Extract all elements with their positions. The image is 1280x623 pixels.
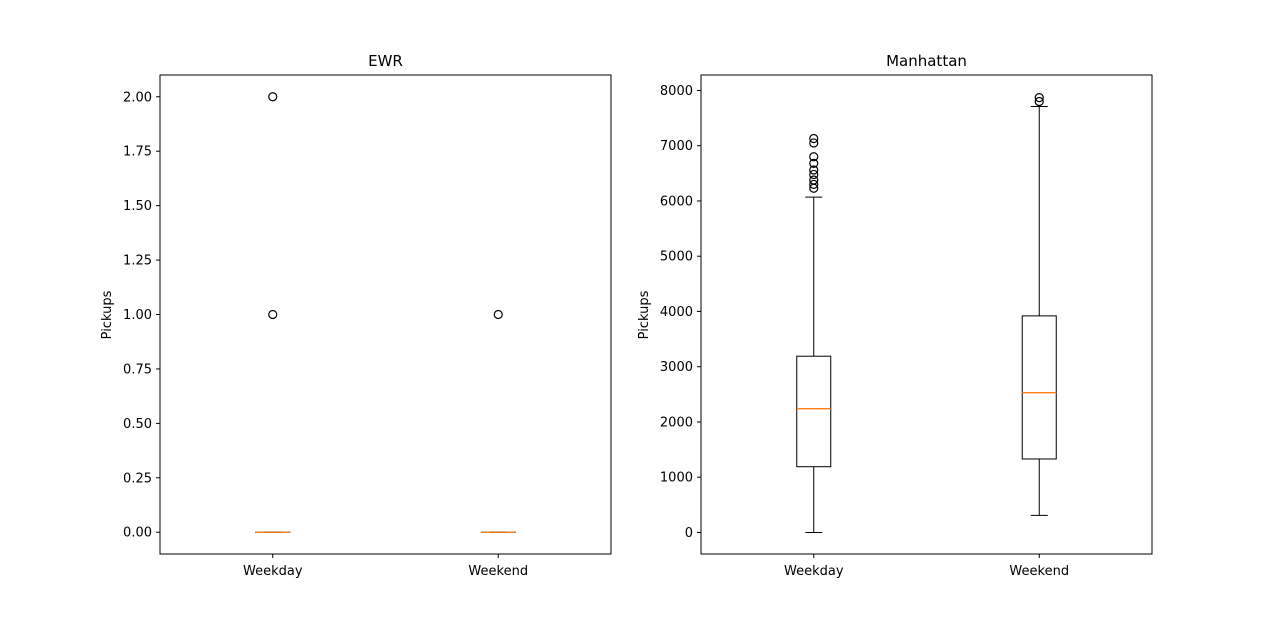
ewr-y-tick-label: 0.50 [123,417,152,432]
ewr-x-tick-label: Weekday [243,564,303,579]
manhattan-x-tick-label: Weekend [1009,564,1069,579]
ewr-y-tick-label: 0.00 [123,526,152,541]
ewr-marks [255,92,516,533]
manhattan-y-axis-label: Pickups [637,290,652,339]
manhattan-y-tick-label: 3000 [660,360,693,375]
ewr-y-tick-label: 2.00 [123,90,152,105]
manhattan-panel: Manhattan Pickups 0 1000 2000 3000 4000 5000 6… [637,52,1153,579]
outlier-point [268,92,278,102]
manhattan-y-tick-label: 2000 [660,415,693,430]
ewr-x-tick-label: Weekend [468,564,528,579]
ewr-y-tick-label: 1.75 [123,145,152,160]
manhattan-y-tick-label: 8000 [660,84,693,99]
ewr-chart-title: EWR [368,52,403,70]
ewr-y-axis-label: Pickups [100,290,115,339]
outlier-point [268,309,278,320]
manhattan-x-tick-label: Weekday [784,564,844,579]
iqr-box [796,355,832,468]
outlier-point [809,158,819,168]
manhattan-y-tick-label: 5000 [660,250,693,265]
ewr-y-tick-label: 0.25 [123,471,152,486]
ewr-box-weekend [480,309,516,533]
manhattan-y-ticks: 0 1000 2000 3000 4000 5000 6000 7000 8000 [660,84,701,541]
manhattan-marks [796,93,1057,533]
outlier-point [809,169,819,180]
manhattan-box-weekend [1021,93,1057,516]
ewr-y-tick-label: 1.25 [123,254,152,269]
outlier-point [493,309,503,320]
ewr-x-ticks: Weekday Weekend [243,554,528,579]
manhattan-y-tick-label: 6000 [660,194,693,209]
outlier-point [1034,96,1044,107]
outlier-point [809,165,819,175]
manhattan-box-weekday [796,133,832,533]
ewr-y-tick-label: 1.00 [123,308,152,323]
manhattan-y-tick-label: 1000 [660,471,693,486]
outlier-point [809,152,819,162]
ewr-y-tick-label: 0.75 [123,362,152,377]
outlier-point [809,138,819,148]
outlier-point [1034,93,1044,103]
outlier-point [809,175,819,185]
manhattan-y-tick-label: 0 [685,526,693,541]
outlier-point [809,133,819,144]
ewr-y-ticks: 0.00 0.25 0.50 0.75 1.00 1.25 1.50 1.75 2.00 [123,90,160,541]
ewr-panel: EWR Pickups 0.00 0.25 0.50 0.75 1.00 1.25 1.50… [100,52,612,579]
iqr-box [1021,315,1057,460]
manhattan-x-ticks: Weekday Weekend [784,554,1069,579]
ewr-box-weekday [255,92,291,533]
manhattan-y-tick-label: 7000 [660,139,693,154]
manhattan-y-tick-label: 4000 [660,305,693,320]
outlier-point [809,179,819,189]
ewr-plot-frame [159,74,612,555]
ewr-y-tick-label: 1.50 [123,199,152,214]
manhattan-chart-title: Manhattan [886,52,967,70]
manhattan-plot-frame [700,74,1153,555]
